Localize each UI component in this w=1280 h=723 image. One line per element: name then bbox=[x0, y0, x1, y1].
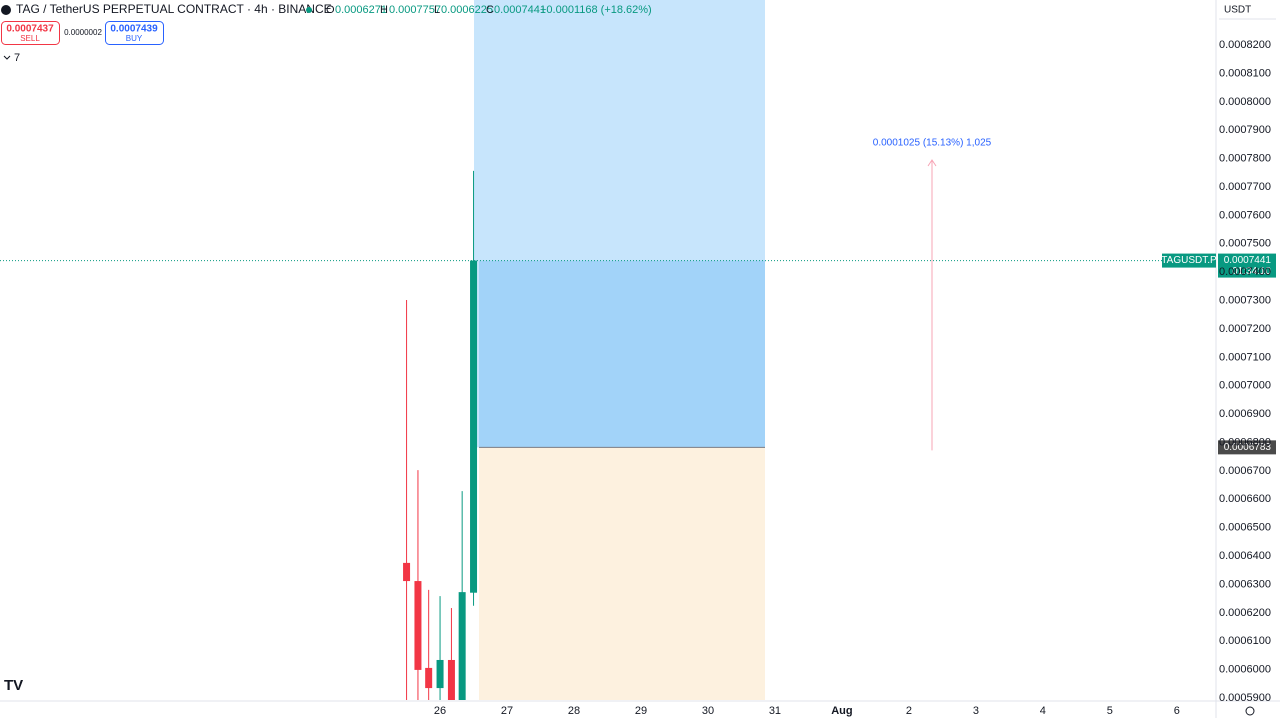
y-tick-label: 0.0006200 bbox=[1219, 607, 1271, 619]
symbol-tag-bg bbox=[1162, 253, 1216, 268]
x-tick-label: 29 bbox=[635, 705, 647, 717]
y-tick-label: 0.0006300 bbox=[1219, 578, 1271, 590]
measure-arrowhead bbox=[927, 159, 937, 167]
x-tick-label: 6 bbox=[1174, 705, 1180, 717]
y-tick-label: 0.0007900 bbox=[1219, 124, 1271, 136]
y-tick-label: 0.0006500 bbox=[1219, 522, 1271, 534]
collapse-icon[interactable] bbox=[3, 55, 11, 60]
sell-label[interactable]: SELL bbox=[20, 34, 40, 43]
ohlc-value: 0.0006271 bbox=[335, 4, 387, 16]
x-tick-label: 5 bbox=[1107, 705, 1113, 717]
spread: 0.0000002 bbox=[64, 28, 102, 37]
x-tick-label: 28 bbox=[568, 705, 580, 717]
logo: TV bbox=[4, 677, 23, 694]
ohlc-label: L bbox=[434, 4, 440, 16]
candle-body bbox=[403, 562, 411, 582]
candle-body bbox=[447, 659, 455, 700]
y-tick-label: 0.0008200 bbox=[1219, 39, 1271, 51]
y-tick-label: 0.0007400 bbox=[1219, 266, 1271, 278]
last-price-label: 0.0007441 bbox=[1224, 255, 1272, 266]
buy-label[interactable]: BUY bbox=[126, 34, 143, 43]
y-tick-label: 0.0006900 bbox=[1219, 408, 1271, 420]
symbol-title[interactable]: TAG / TetherUS PERPETUAL CONTRACT · 4h ·… bbox=[16, 2, 332, 16]
y-tick-label: 0.0006100 bbox=[1219, 635, 1271, 647]
y-tick-label: 0.0008100 bbox=[1219, 67, 1271, 79]
ohlc-value: 0.0007757 bbox=[389, 4, 441, 16]
y-tick-label: 0.0008000 bbox=[1219, 96, 1271, 108]
ohlc-change: +0.0001168 (+18.62%) bbox=[540, 4, 652, 16]
y-tick-label: 0.0006800 bbox=[1219, 436, 1271, 448]
target-zone bbox=[474, 0, 765, 448]
buy-button[interactable] bbox=[105, 21, 164, 45]
ohlc-label: H bbox=[380, 4, 388, 16]
last-price-bg bbox=[1218, 253, 1276, 278]
x-tick-label: Aug bbox=[831, 705, 852, 717]
symbol-icon bbox=[1, 5, 11, 15]
x-tick-label: 2 bbox=[906, 705, 912, 717]
stop-zone bbox=[479, 447, 765, 700]
y-tick-label: 0.0007500 bbox=[1219, 238, 1271, 250]
x-tick-label: 27 bbox=[501, 705, 513, 717]
candle-body bbox=[414, 581, 422, 670]
settings-icon[interactable] bbox=[1245, 706, 1255, 716]
y-tick-label: 0.0007000 bbox=[1219, 380, 1271, 392]
y-tick-label: 0.0007600 bbox=[1219, 209, 1271, 221]
y-tick-label: 0.0006600 bbox=[1219, 493, 1271, 505]
x-tick-label: 26 bbox=[434, 705, 446, 717]
y-tick-label: 0.0007300 bbox=[1219, 295, 1271, 307]
symbol-tag: TAGUSDT.P bbox=[1161, 255, 1217, 266]
status-dot bbox=[306, 7, 312, 13]
ohlc-value: 0.0007441 bbox=[494, 4, 546, 16]
candle-body bbox=[470, 260, 478, 593]
candle-body bbox=[436, 659, 444, 689]
sell-button[interactable] bbox=[1, 21, 60, 45]
target-progress bbox=[479, 260, 765, 448]
countdown: 01:34:10 bbox=[1232, 266, 1271, 277]
y-tick-label: 0.0005900 bbox=[1219, 692, 1271, 704]
candle-body bbox=[425, 667, 433, 689]
candle-body bbox=[458, 592, 466, 700]
measure-label: 0.0001025 (15.13%) 1,025 bbox=[873, 138, 992, 149]
y-tick-label: 0.0007200 bbox=[1219, 323, 1271, 335]
ohlc-label: C bbox=[486, 4, 494, 16]
entry-price-bg bbox=[1218, 440, 1276, 455]
indicators-count[interactable]: 7 bbox=[14, 52, 20, 64]
entry-price-label: 0.0006783 bbox=[1224, 442, 1272, 453]
x-tick-label: 4 bbox=[1040, 705, 1046, 717]
ohlc-label: O bbox=[326, 4, 335, 16]
x-tick-label: 31 bbox=[769, 705, 781, 717]
y-tick-label: 0.0007700 bbox=[1219, 181, 1271, 193]
y-tick-label: 0.0006400 bbox=[1219, 550, 1271, 562]
y-tick-label: 0.0006000 bbox=[1219, 664, 1271, 676]
x-tick-label: 30 bbox=[702, 705, 714, 717]
buy-price[interactable]: 0.0007439 bbox=[110, 24, 158, 35]
x-tick-label: 3 bbox=[973, 705, 979, 717]
y-tick-label: 0.0006700 bbox=[1219, 465, 1271, 477]
sell-price[interactable]: 0.0007437 bbox=[6, 24, 54, 35]
plot-area bbox=[0, 0, 1215, 700]
y-tick-label: 0.0007100 bbox=[1219, 351, 1271, 363]
currency[interactable]: USDT bbox=[1224, 5, 1251, 16]
ohlc-value: 0.0006225 bbox=[441, 4, 493, 16]
y-tick-label: 0.0007800 bbox=[1219, 153, 1271, 165]
